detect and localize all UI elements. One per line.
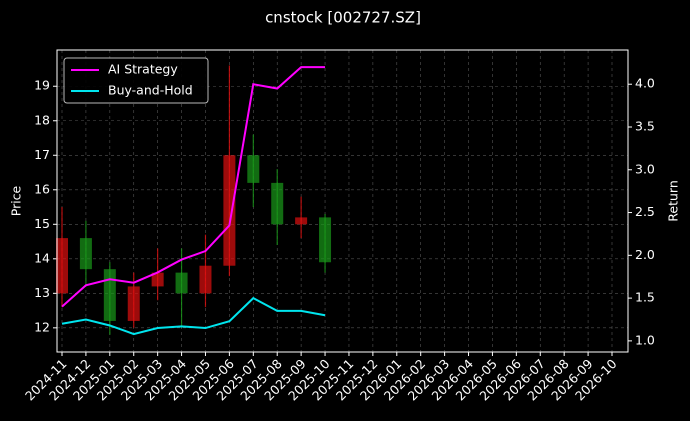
y2-tick-label: 1.5	[635, 290, 655, 305]
candle-body	[199, 265, 212, 294]
candle-body	[151, 272, 164, 287]
candle-body	[271, 182, 284, 225]
candle-body	[127, 286, 140, 321]
y-tick-label: 16	[34, 181, 50, 196]
candle-body	[319, 217, 332, 263]
candle-body	[295, 217, 308, 225]
legend-label: AI Strategy	[108, 62, 178, 77]
legend-box	[63, 57, 209, 104]
y2-tick-label: 2.0	[635, 247, 655, 262]
y2-tick-label: 3.5	[635, 118, 655, 133]
y-tick-label: 18	[34, 112, 50, 127]
candle-body	[247, 155, 260, 183]
candle-body	[175, 272, 188, 294]
chart-title: cnstock [002727.SZ]	[265, 9, 421, 27]
y-tick-label: 19	[34, 78, 50, 93]
y-tick-label: 13	[34, 285, 50, 300]
legend-label: Buy-and-Hold	[108, 83, 193, 98]
plot-frame	[56, 49, 629, 353]
y2-tick-label: 1.0	[635, 332, 655, 347]
y2-tick-label: 4.0	[635, 76, 655, 91]
candle-body	[56, 238, 68, 294]
y-axis-label: Price	[9, 185, 24, 216]
y2-axis-label: Return	[666, 180, 681, 221]
y2-tick-label: 2.5	[635, 204, 655, 219]
y2-tick-label: 3.0	[635, 161, 655, 176]
return-line	[61, 296, 326, 336]
y-tick-label: 15	[34, 216, 50, 231]
candle-body	[223, 155, 236, 266]
candle-body	[79, 238, 92, 270]
return-line	[61, 66, 326, 308]
y-tick-label: 12	[34, 319, 50, 334]
y-tick-label: 17	[34, 147, 50, 162]
candle-body	[103, 269, 116, 321]
y-tick-label: 14	[34, 250, 50, 265]
